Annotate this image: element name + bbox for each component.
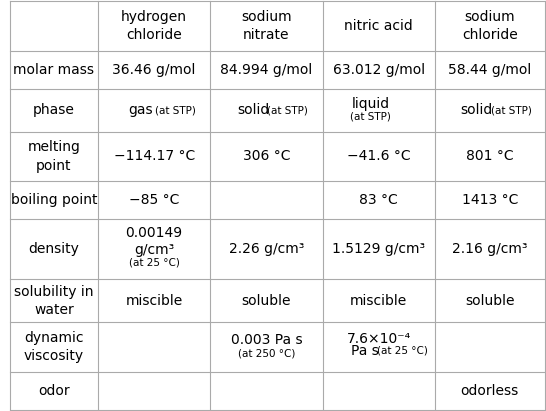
Text: miscible: miscible (350, 294, 407, 308)
Text: soluble: soluble (465, 294, 514, 308)
Text: 1413 °C: 1413 °C (461, 193, 518, 207)
Text: miscible: miscible (126, 294, 183, 308)
Text: molar mass: molar mass (13, 63, 94, 77)
Text: density: density (28, 242, 79, 256)
Text: 83 °C: 83 °C (359, 193, 398, 207)
Text: −41.6 °C: −41.6 °C (347, 150, 411, 164)
Text: solubility in
water: solubility in water (14, 284, 93, 317)
Text: odor: odor (38, 384, 70, 398)
Text: (at 25 °C): (at 25 °C) (377, 346, 428, 356)
Text: 1.5129 g/cm³: 1.5129 g/cm³ (332, 242, 425, 256)
Text: boiling point: boiling point (10, 193, 97, 207)
Text: −114.17 °C: −114.17 °C (114, 150, 195, 164)
Text: −85 °C: −85 °C (129, 193, 179, 207)
Text: 0.003 Pa s: 0.003 Pa s (230, 333, 302, 347)
Text: (at STP): (at STP) (351, 111, 391, 121)
Text: 7.6×10⁻⁴: 7.6×10⁻⁴ (347, 332, 411, 346)
Text: phase: phase (33, 103, 75, 117)
Text: sodium
nitrate: sodium nitrate (241, 10, 292, 42)
Text: 36.46 g/mol: 36.46 g/mol (112, 63, 196, 77)
Text: dynamic
viscosity: dynamic viscosity (24, 331, 84, 363)
Text: melting
point: melting point (27, 140, 80, 173)
Text: 0.00149
g/cm³: 0.00149 g/cm³ (126, 226, 183, 257)
Text: (at 25 °C): (at 25 °C) (129, 257, 180, 268)
Text: 801 °C: 801 °C (466, 150, 514, 164)
Text: (at STP): (at STP) (155, 105, 196, 115)
Text: soluble: soluble (242, 294, 291, 308)
Text: liquid: liquid (352, 97, 390, 111)
Text: gas: gas (128, 103, 153, 117)
Text: nitric acid: nitric acid (345, 19, 413, 33)
Text: solid: solid (237, 103, 269, 117)
Text: 306 °C: 306 °C (243, 150, 290, 164)
Text: 84.994 g/mol: 84.994 g/mol (221, 63, 313, 77)
Text: 2.16 g/cm³: 2.16 g/cm³ (452, 242, 527, 256)
Text: hydrogen
chloride: hydrogen chloride (121, 10, 187, 42)
Text: 63.012 g/mol: 63.012 g/mol (333, 63, 425, 77)
Text: odorless: odorless (461, 384, 519, 398)
Text: Pa s: Pa s (352, 344, 379, 358)
Text: (at 250 °C): (at 250 °C) (238, 349, 295, 359)
Text: sodium
chloride: sodium chloride (462, 10, 518, 42)
Text: solid: solid (460, 103, 492, 117)
Text: 2.26 g/cm³: 2.26 g/cm³ (229, 242, 304, 256)
Text: 58.44 g/mol: 58.44 g/mol (448, 63, 531, 77)
Text: (at STP): (at STP) (268, 105, 308, 115)
Text: (at STP): (at STP) (491, 105, 532, 115)
